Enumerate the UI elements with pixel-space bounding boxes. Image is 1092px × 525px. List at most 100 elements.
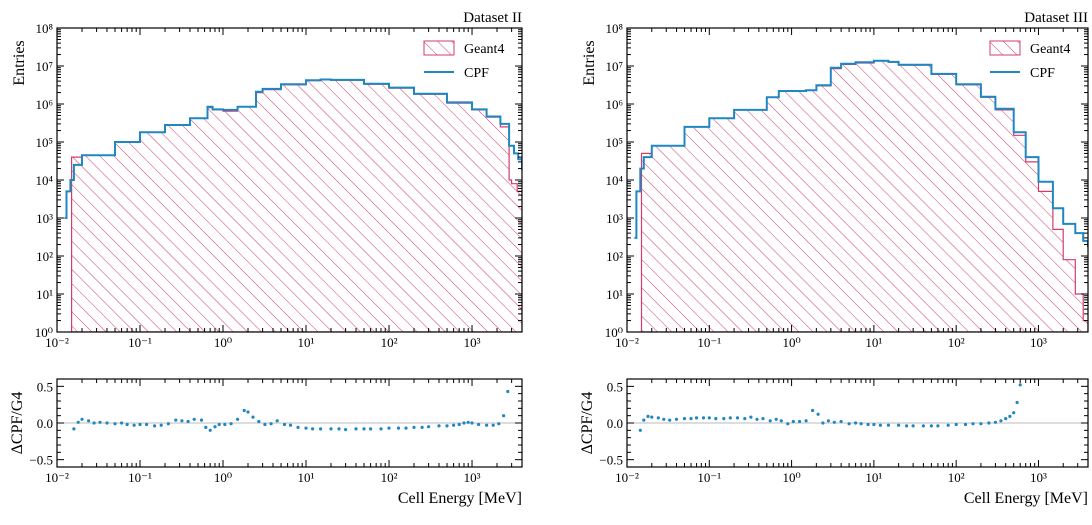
ratio-point	[816, 412, 820, 416]
ratio-point	[786, 422, 790, 426]
y-tick-label: 10⁷	[605, 59, 623, 74]
panel-dataset-iii: 10⁻² 10⁻² 10⁻¹ 10⁻¹ 10⁰ 10⁰ 10¹ 10¹ 10² 10² 10³ 10³…	[579, 10, 1089, 507]
y-tick-label: 10⁴	[605, 173, 623, 188]
ratio-x-tick-label: 10³	[1030, 470, 1047, 485]
ratio-point	[199, 418, 204, 422]
ratio-point	[689, 417, 693, 421]
y-axis-label: Entries	[11, 40, 28, 85]
ratio-point	[282, 422, 287, 427]
ratio-point	[1012, 411, 1016, 415]
ratio-point	[132, 423, 136, 427]
ratio-point	[722, 417, 726, 421]
y-tick-label: 10³	[36, 211, 53, 226]
ratio-x-tick-label: 10²	[948, 470, 965, 485]
legend-geant4-label: Geant4	[1030, 42, 1070, 57]
ratio-point	[159, 423, 163, 427]
legend-geant4-swatch	[423, 40, 455, 56]
ratio-point	[420, 425, 424, 429]
ratio-point	[125, 422, 129, 427]
y-tick-label: 10⁰	[605, 325, 623, 340]
y-tick-label: 10¹	[36, 287, 53, 302]
ratio-point	[311, 427, 315, 431]
ratio-point	[427, 425, 431, 429]
ratio-point	[866, 422, 870, 427]
ratio-point	[379, 427, 383, 431]
x-axis-label: Cell Energy [MeV]	[964, 490, 1088, 507]
ratio-point	[1015, 400, 1019, 405]
ratio-point	[204, 425, 208, 429]
ratio-point	[412, 425, 416, 429]
ratio-point	[979, 422, 983, 426]
ratio-point	[847, 422, 851, 426]
ratio-point	[987, 421, 991, 425]
ratio-point	[656, 416, 660, 420]
ratio-x-tick-label: 10⁻¹	[128, 470, 152, 485]
ratio-point	[1018, 383, 1022, 387]
ratio-point	[735, 416, 740, 420]
ratio-point	[217, 422, 221, 427]
ratio-x-tick-label: 10³	[464, 470, 481, 485]
ratio-point	[275, 419, 279, 423]
y-tick-label: 10²	[606, 249, 623, 264]
ratio-point	[80, 417, 84, 421]
x-tick-label: 10¹	[298, 335, 315, 350]
ratio-plot-area	[627, 383, 1088, 432]
ratio-point	[362, 427, 366, 431]
ratio-point	[638, 428, 642, 432]
ratio-point	[337, 427, 341, 431]
ratio-point	[905, 424, 909, 428]
y-axis-label: Entries	[581, 40, 598, 85]
x-tick-label: 10⁰	[214, 335, 232, 350]
ratio-x-tick-label: 10⁻²	[45, 470, 69, 485]
ratio-point	[213, 425, 217, 429]
ratio-point	[911, 424, 915, 428]
ratio-point	[650, 415, 654, 419]
ratio-point	[120, 421, 124, 425]
y-tick-label: 10⁸	[605, 21, 623, 36]
ratio-point	[936, 424, 940, 428]
ratio-point	[98, 420, 102, 424]
legend-cpf-label: CPF	[1030, 66, 1055, 81]
ratio-point	[674, 417, 679, 421]
ratio-point	[954, 422, 958, 427]
x-tick-label: 10⁻¹	[697, 335, 721, 350]
ratio-point	[138, 422, 142, 427]
ratio-x-tick-label: 10⁻¹	[697, 470, 721, 485]
x-tick-label: 10³	[1030, 335, 1047, 350]
ratio-point	[701, 416, 706, 420]
ratio-point	[174, 418, 178, 422]
legend-cpf-label: CPF	[464, 66, 489, 81]
y-tick-label: 10⁸	[35, 21, 53, 36]
ratio-point	[105, 421, 109, 425]
cpf-histogram-line	[64, 78, 522, 219]
legend-geant4-swatch	[989, 40, 1021, 56]
ratio-point	[319, 427, 323, 431]
ratio-point	[491, 423, 495, 427]
legend-geant4-label: Geant4	[464, 42, 504, 57]
ratio-point	[369, 427, 373, 431]
ratio-point	[223, 422, 227, 427]
y-tick-label: 10⁶	[605, 97, 623, 112]
ratio-point	[728, 416, 732, 420]
ratio-point	[749, 415, 753, 419]
dataset-label: Dataset III	[1024, 10, 1088, 26]
ratio-point	[826, 419, 831, 423]
ratio-point	[963, 422, 968, 427]
y-tick-label: 10⁰	[35, 325, 53, 340]
ratio-point	[859, 422, 863, 426]
x-tick-label: 10²	[381, 335, 398, 350]
ratio-x-tick-label: 10⁰	[214, 470, 232, 485]
ratio-point	[761, 417, 765, 421]
histogram-plot-area	[634, 59, 1088, 332]
ratio-point	[714, 417, 718, 421]
ratio-point	[87, 419, 91, 423]
panel-dataset-ii: 10⁻² 10⁻² 10⁻¹ 10⁻¹ 10⁰ 10⁰ 10¹ 10¹ 10² 10² 10³ 10³…	[9, 10, 523, 507]
ratio-point	[878, 423, 883, 427]
ratio-point	[462, 421, 466, 425]
ratio-point	[466, 420, 470, 424]
ratio-point	[437, 424, 441, 428]
ratio-point	[854, 421, 858, 425]
ratio-x-tick-label: 10²	[381, 470, 398, 485]
ratio-point	[662, 417, 666, 421]
